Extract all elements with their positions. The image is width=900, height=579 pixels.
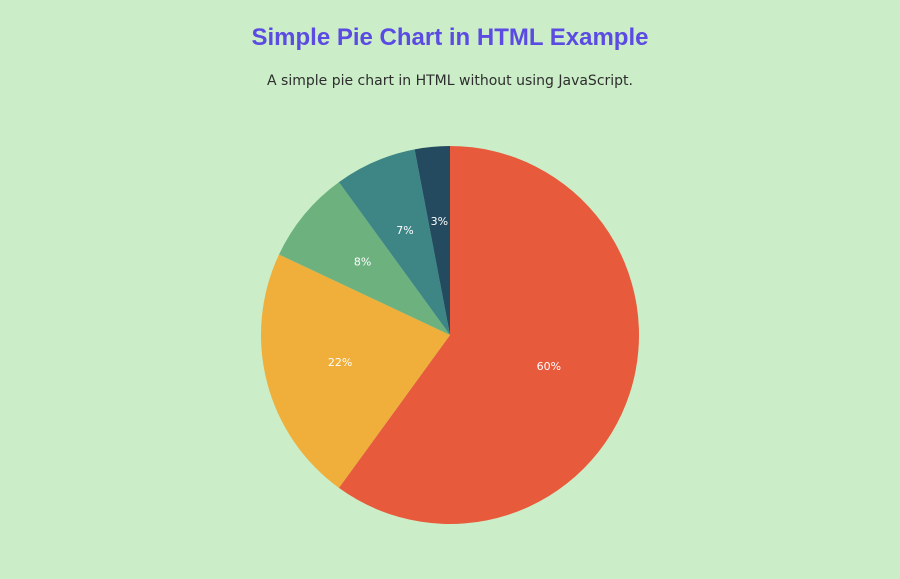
pie-slice-label: 22%	[328, 356, 352, 369]
pie-slice-label: 60%	[537, 360, 561, 373]
pie-slice-label: 7%	[396, 224, 413, 237]
pie-slice-4	[338, 149, 450, 335]
pie-slices	[261, 146, 639, 524]
pie-slice-2	[261, 254, 450, 488]
page-subtitle: A simple pie chart in HTML without using…	[267, 73, 633, 89]
pie-slice-3	[278, 182, 450, 335]
pie-slice-5	[414, 146, 450, 335]
pie-labels: 60% 22% 8% 7% 3%	[328, 215, 561, 373]
page-title: Simple Pie Chart in HTML Example	[251, 24, 649, 51]
pie-slice-1	[338, 146, 639, 524]
pie-slice-label: 8%	[354, 256, 371, 269]
pie-chart: 60% 22% 8% 7% 3%	[261, 146, 639, 524]
pie-slice-label: 3%	[431, 215, 448, 228]
